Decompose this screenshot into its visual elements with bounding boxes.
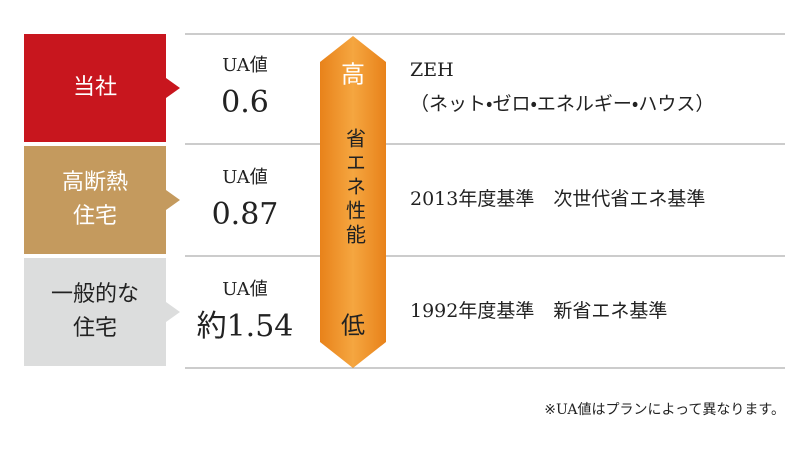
label-box — [24, 258, 180, 366]
row-label: 住宅 — [73, 316, 117, 341]
ua-value: 0.87 — [212, 197, 279, 232]
row-label: 高断熱 — [62, 170, 128, 195]
row-label: 当社 — [73, 75, 117, 100]
row-label: 一般的な — [51, 282, 139, 307]
standard: （ネット・ゼロ・エネルギー・ハウス） — [410, 93, 714, 115]
row-label: 住宅 — [73, 204, 117, 229]
scale-low: 低 — [341, 312, 365, 340]
ua-value: 約1.54 — [197, 309, 294, 344]
scale-label: 省エネ性能 — [343, 128, 367, 248]
standard: ZEH — [410, 59, 454, 81]
ua-label: UA値 — [222, 55, 268, 76]
scale-high: 高 — [341, 61, 365, 89]
standard: 2013年度基準 次世代省エネ基準 — [410, 188, 705, 210]
standard: 1992年度基準 新省エネ基準 — [410, 300, 667, 322]
ua-label: UA値 — [222, 167, 268, 188]
note: ※UA値はプランによって異なります。 — [544, 402, 785, 418]
label-box — [24, 146, 180, 254]
ua-value: 0.6 — [221, 85, 269, 120]
label-box — [24, 34, 180, 142]
performance-arrow — [320, 36, 386, 368]
ua-label: UA値 — [222, 279, 268, 300]
